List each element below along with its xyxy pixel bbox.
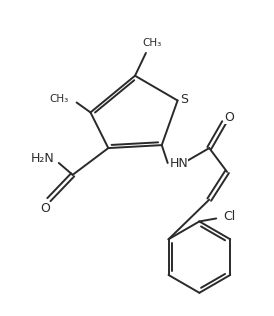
- Text: CH₃: CH₃: [49, 94, 68, 104]
- Text: HN: HN: [170, 157, 189, 170]
- Text: S: S: [181, 93, 189, 106]
- Text: O: O: [224, 111, 234, 124]
- Text: O: O: [40, 202, 50, 215]
- Text: Cl: Cl: [223, 210, 235, 223]
- Text: CH₃: CH₃: [142, 38, 161, 48]
- Text: H₂N: H₂N: [31, 151, 55, 165]
